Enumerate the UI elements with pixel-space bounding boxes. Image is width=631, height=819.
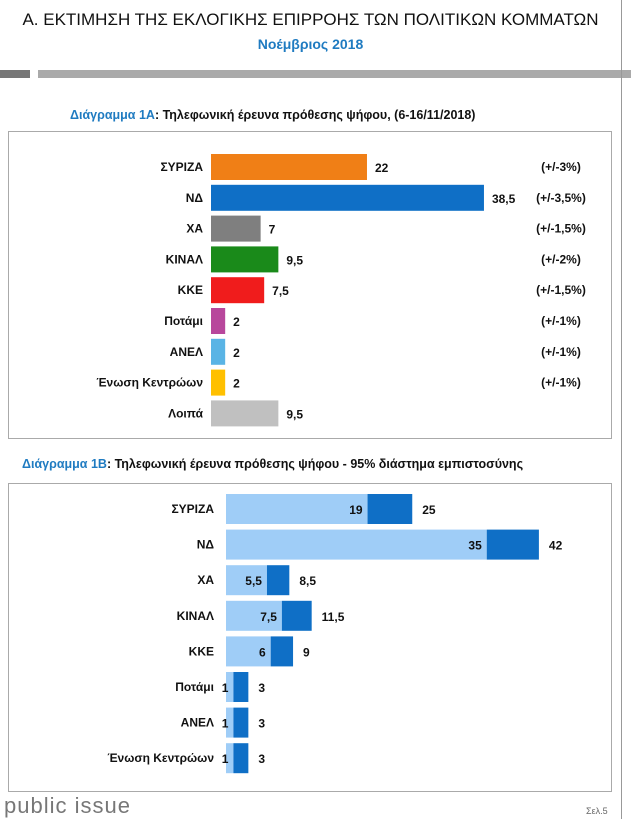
data-label: 9,5 bbox=[286, 407, 303, 421]
chart-1b-frame: ΣΥΡΙΖΑ 19 25 ΝΔ 35 42 ΧΑ 5,5 8,5 ΚΙΝΑΛ 7,5 11,5 ΚΚΕ 6… bbox=[8, 483, 612, 792]
category-label: ΧΑ bbox=[197, 573, 214, 587]
category-label: ΣΥΡΙΖΑ bbox=[160, 160, 203, 174]
upper-label: 25 bbox=[422, 503, 436, 517]
margin-label: (+/-1%) bbox=[541, 314, 581, 328]
chart-1a-title-text: : Τηλεφωνική έρευνα πρόθεσης ψήφου, (6-1… bbox=[154, 108, 476, 122]
bar-lower bbox=[226, 565, 267, 596]
lower-label: 7,5 bbox=[260, 610, 277, 624]
bar-upper bbox=[233, 743, 249, 774]
chart-1a: ΣΥΡΙΖΑ 22 (+/-3%)ΝΔ 38,5 (+/-3,5%)ΧΑ 7 (+/-1,5… bbox=[96, 154, 586, 427]
bar bbox=[211, 184, 484, 211]
margin-label: (+/-3%) bbox=[541, 160, 581, 174]
category-label: ΚΙΝΑΛ bbox=[166, 252, 203, 266]
category-label: Λοιπά bbox=[168, 406, 204, 420]
bar-lower bbox=[226, 707, 234, 738]
bar bbox=[211, 338, 226, 365]
margin-label: (+/-1,5%) bbox=[536, 222, 586, 236]
upper-label: 3 bbox=[258, 681, 265, 695]
data-label: 7,5 bbox=[272, 284, 289, 298]
upper-label: 42 bbox=[549, 539, 563, 553]
margin-label: (+/-1,5%) bbox=[536, 283, 586, 297]
category-label: ΝΔ bbox=[186, 191, 204, 205]
margin-label: (+/-3,5%) bbox=[536, 191, 586, 205]
page-subtitle: Νοέμβριος 2018 bbox=[257, 36, 364, 52]
bar bbox=[211, 215, 261, 242]
data-label: 7 bbox=[269, 223, 276, 237]
margin-label: (+/-1%) bbox=[541, 345, 581, 359]
bar-upper bbox=[266, 565, 290, 596]
margin-label: (+/-2%) bbox=[541, 252, 581, 266]
data-label: 9,5 bbox=[286, 253, 303, 267]
page-border bbox=[621, 0, 622, 819]
category-label: ΧΑ bbox=[186, 222, 203, 236]
divider-light bbox=[38, 70, 631, 78]
lower-label: 1 bbox=[222, 681, 229, 695]
bar-lower bbox=[226, 600, 282, 631]
chart-1a-title: Διάγραμμα 1Α: Τηλεφωνική έρευνα πρόθεσης… bbox=[70, 108, 475, 122]
bar-upper bbox=[486, 529, 539, 560]
category-label: ΑΝΕΛ bbox=[170, 345, 203, 359]
logo: public issue bbox=[4, 793, 131, 818]
upper-label: 11,5 bbox=[322, 610, 345, 624]
upper-label: 3 bbox=[258, 752, 265, 766]
bar-lower bbox=[226, 743, 234, 774]
chart-1a-frame: ΣΥΡΙΖΑ 22 (+/-3%) ΝΔ 38,5 (+/-3,5%) ΧΑ 7 (+/-1,5… bbox=[8, 131, 612, 439]
lower-label: 6 bbox=[259, 645, 266, 659]
category-label: ΣΥΡΙΖΑ bbox=[171, 502, 214, 516]
data-label: 2 bbox=[233, 346, 240, 360]
bar bbox=[211, 246, 279, 273]
bar-upper bbox=[233, 672, 249, 702]
bar-upper bbox=[281, 600, 312, 631]
lower-label: 5,5 bbox=[245, 574, 262, 588]
category-label: ΚΚΕ bbox=[189, 644, 214, 658]
page-title: Α. ΕΚΤΙΜΗΣΗ ΤΗΣ ΕΚΛΟΓΙΚΗΣ ΕΠΙΡΡΟΗΣ ΤΩΝ Π… bbox=[22, 10, 599, 29]
bar bbox=[211, 369, 226, 396]
bar-lower bbox=[226, 529, 487, 560]
bar-lower bbox=[226, 494, 368, 524]
bar-lower bbox=[226, 636, 271, 667]
lower-label: 1 bbox=[222, 717, 229, 731]
category-label: ΝΔ bbox=[197, 538, 215, 552]
bar-upper bbox=[233, 707, 249, 738]
chart-1b-title-text: : Τηλεφωνική έρευνα πρόθεσης ψήφου - 95%… bbox=[106, 457, 524, 471]
chart-1b-title: Διάγραμμα 1Β: Τηλεφωνική έρευνα πρόθεσης… bbox=[22, 457, 523, 471]
category-label: ΚΙΝΑΛ bbox=[177, 609, 214, 623]
lower-label: 19 bbox=[349, 503, 363, 517]
lower-label: 35 bbox=[468, 539, 482, 553]
data-label: 2 bbox=[233, 377, 240, 391]
bar-upper bbox=[367, 494, 413, 524]
chart-1b-title-prefix: Διάγραμμα 1Β bbox=[22, 457, 107, 471]
bar-lower bbox=[226, 672, 234, 702]
upper-label: 9 bbox=[303, 645, 310, 659]
chart-1a-title-prefix: Διάγραμμα 1Α bbox=[70, 108, 155, 122]
data-label: 22 bbox=[375, 161, 389, 175]
category-label: Ένωση Κεντρώων bbox=[107, 751, 214, 765]
upper-label: 8,5 bbox=[299, 574, 316, 588]
bar bbox=[211, 400, 279, 427]
category-label: ΑΝΕΛ bbox=[181, 716, 214, 730]
data-label: 2 bbox=[233, 315, 240, 329]
category-label: Ποτάμι bbox=[175, 680, 214, 694]
category-label: Ποτάμι bbox=[164, 314, 203, 328]
bar bbox=[211, 154, 367, 180]
lower-label: 1 bbox=[222, 752, 229, 766]
data-label: 38,5 bbox=[492, 192, 516, 206]
bar-upper bbox=[270, 636, 294, 667]
divider-dark bbox=[0, 70, 30, 78]
category-label: ΚΚΕ bbox=[178, 283, 203, 297]
page-number: Σελ.5 bbox=[586, 806, 608, 816]
category-label: Ένωση Κεντρώων bbox=[96, 376, 203, 390]
upper-label: 3 bbox=[258, 717, 265, 731]
bar bbox=[211, 277, 265, 304]
bar bbox=[211, 308, 226, 334]
margin-label: (+/-1%) bbox=[541, 376, 581, 390]
